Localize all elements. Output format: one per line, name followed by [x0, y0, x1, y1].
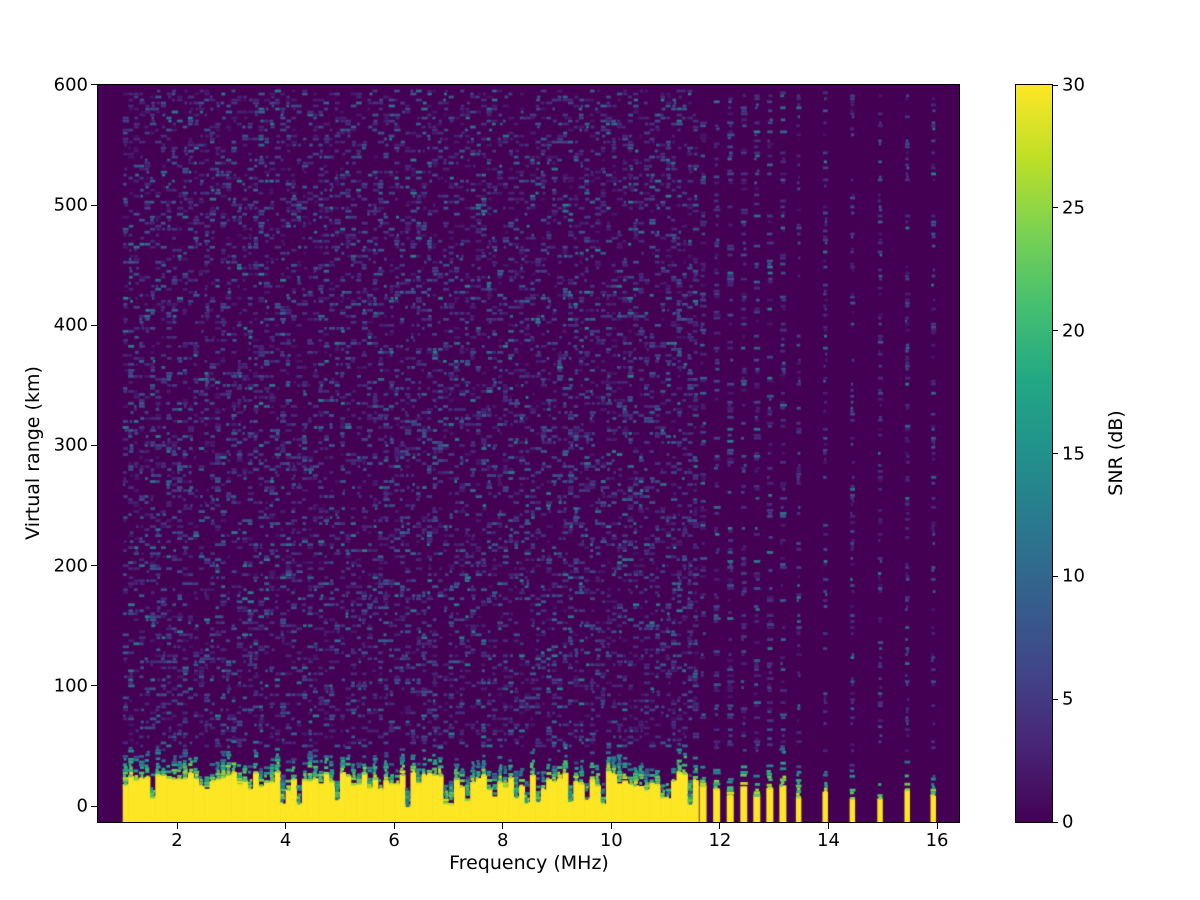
y-tick-label: 300	[53, 434, 88, 456]
plot-border	[97, 84, 960, 823]
colorbar-tick-label: 5	[1062, 688, 1074, 710]
y-tick-mark	[91, 324, 97, 326]
y-tick-label: 100	[53, 675, 88, 697]
colorbar-tick-mark	[1053, 821, 1058, 823]
y-tick-mark	[91, 444, 97, 446]
x-axis-label: Frequency (MHz)	[449, 852, 609, 874]
colorbar	[1016, 85, 1052, 822]
x-tick-label: 16	[925, 830, 949, 851]
y-tick-mark	[91, 565, 97, 567]
x-tick-mark	[827, 823, 829, 829]
x-tick-label: 2	[171, 830, 183, 851]
colorbar-tick-label: 15	[1062, 443, 1085, 464]
heatmap-canvas	[98, 85, 959, 822]
colorbar-label: SNR (dB)	[1105, 410, 1127, 496]
y-tick-label: 0	[76, 795, 88, 817]
colorbar-tick-mark	[1053, 698, 1058, 700]
colorbar-tick-mark	[1053, 330, 1058, 332]
colorbar-tick-mark	[1053, 84, 1058, 86]
y-tick-mark	[91, 84, 97, 86]
colorbar-tick-mark	[1053, 575, 1058, 577]
colorbar-tick-mark	[1053, 207, 1058, 209]
x-tick-mark	[502, 823, 504, 829]
y-tick-mark	[91, 204, 97, 206]
y-tick-label: 400	[53, 314, 88, 336]
x-tick-mark	[610, 823, 612, 829]
y-tick-mark	[91, 685, 97, 687]
x-tick-mark	[393, 823, 395, 829]
x-tick-label: 14	[817, 830, 840, 851]
colorbar-tick-label: 20	[1062, 320, 1085, 342]
colorbar-border	[1015, 84, 1053, 823]
x-tick-label: 4	[279, 830, 292, 851]
x-tick-label: 10	[599, 830, 623, 851]
y-tick-label: 200	[53, 555, 88, 577]
x-tick-label: 6	[388, 830, 400, 851]
x-tick-mark	[936, 823, 938, 829]
x-tick-label: 8	[497, 830, 509, 851]
x-tick-label: 12	[708, 830, 732, 851]
y-tick-mark	[91, 805, 97, 807]
y-axis-label: Virtual range (km)	[22, 366, 44, 540]
colorbar-tick-label: 0	[1062, 811, 1074, 833]
colorbar-tick-mark	[1053, 453, 1058, 454]
colorbar-tick-label: 25	[1062, 197, 1085, 219]
y-tick-label: 600	[53, 74, 88, 96]
x-tick-mark	[176, 823, 178, 829]
y-tick-label: 500	[53, 194, 88, 216]
colorbar-tick-label: 30	[1062, 74, 1085, 96]
x-tick-mark	[285, 823, 287, 829]
colorbar-tick-label: 10	[1062, 565, 1085, 587]
x-tick-mark	[719, 823, 721, 829]
